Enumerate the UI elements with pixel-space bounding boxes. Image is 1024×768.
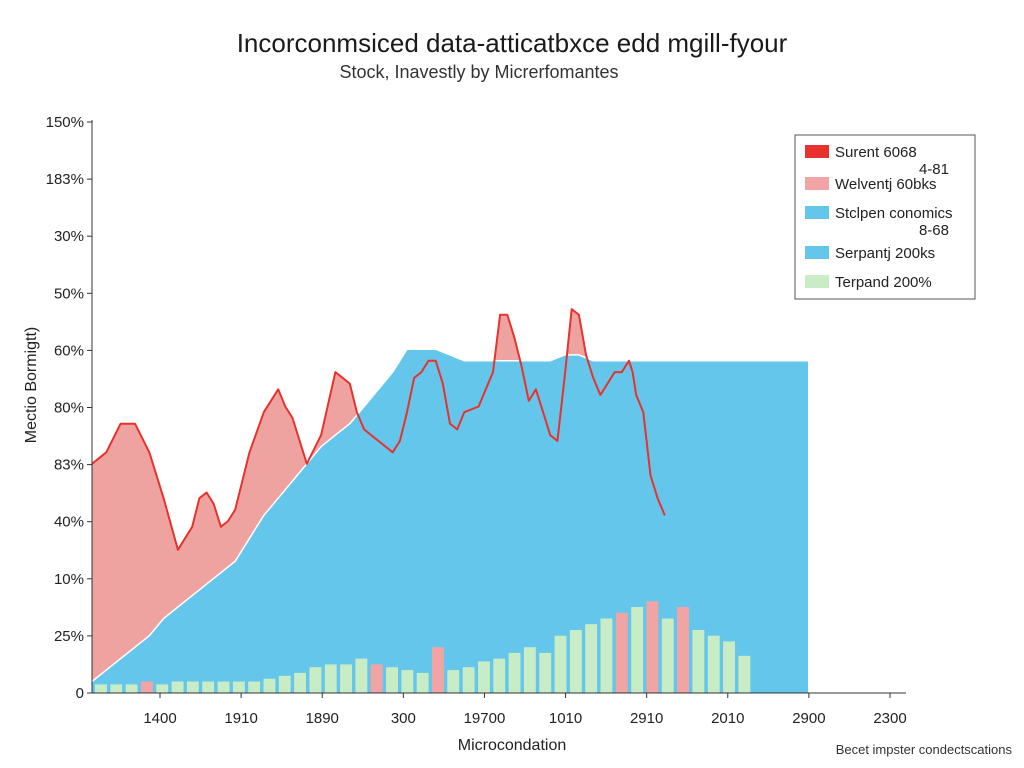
- legend-swatch: [805, 177, 829, 190]
- bar: [493, 658, 506, 693]
- x-tick-label: 300: [391, 710, 416, 727]
- bar: [355, 658, 368, 693]
- bar: [707, 635, 720, 693]
- bar: [386, 667, 398, 693]
- x-tick-label: 2010: [711, 710, 744, 727]
- tick-labels: 150% 183% 30% 50% 60% 80% 83% 40% 10% 25% 0 1400 191…: [46, 114, 907, 727]
- bar: [677, 607, 689, 693]
- y-tick-label: 60%: [54, 342, 84, 359]
- bar: [523, 647, 536, 693]
- bar: [294, 672, 306, 693]
- bar: [462, 667, 475, 693]
- footnote: Becet impster condectscations: [835, 742, 1012, 757]
- bar: [554, 635, 567, 693]
- bar: [340, 664, 352, 693]
- bar: [278, 675, 291, 693]
- y-tick-label: 80%: [54, 400, 84, 417]
- y-tick-label: 183%: [46, 171, 84, 188]
- bar: [324, 664, 337, 693]
- area-layer: [91, 308, 808, 693]
- legend-swatch: [805, 246, 829, 259]
- legend-swatch: [805, 206, 829, 219]
- legend-label: Surent 6068: [835, 144, 917, 161]
- bar: [309, 667, 322, 693]
- y-tick-label: 40%: [54, 514, 84, 531]
- series-line-surent: [91, 308, 666, 551]
- chart-subtitle: Stock, Inavestly by Micrerfomantes: [339, 62, 619, 82]
- bar: [125, 684, 138, 693]
- bar: [723, 641, 735, 693]
- x-tick-label: 1890: [306, 710, 339, 727]
- bar: [401, 670, 414, 693]
- bar: [478, 661, 490, 693]
- x-tick-label: 2910: [630, 710, 663, 727]
- x-tick-label: 2900: [792, 710, 825, 727]
- y-tick-label: 10%: [54, 571, 84, 588]
- bar: [615, 612, 628, 693]
- bar: [110, 684, 123, 693]
- bar: [646, 601, 659, 693]
- legend-label: Serpantj 200ks: [835, 245, 935, 262]
- x-tick-label: 1010: [549, 710, 582, 727]
- y-tick-label: 0: [76, 685, 84, 702]
- bar: [432, 647, 444, 693]
- legend-swatch: [805, 145, 829, 158]
- legend-sublabel: 8-68: [919, 222, 949, 239]
- bar: [171, 681, 184, 693]
- legend-label: Terpand 200%: [835, 274, 932, 291]
- bar: [600, 618, 613, 693]
- x-axis-label: Microcondation: [458, 737, 567, 754]
- y-axis-label: Mectio Bormigtt): [23, 327, 40, 443]
- bar: [416, 672, 429, 693]
- legend-swatch: [805, 275, 829, 288]
- bar: [232, 681, 245, 693]
- area-stclpen-fill: [92, 349, 808, 693]
- bar: [539, 652, 552, 693]
- bar: [95, 684, 107, 693]
- bar: [156, 684, 169, 693]
- bar: [186, 681, 199, 693]
- bar: [661, 618, 674, 693]
- bar: [508, 652, 521, 693]
- x-tick-label: 19700: [464, 710, 506, 727]
- bar: [141, 681, 153, 693]
- y-tick-label: 50%: [54, 285, 84, 302]
- x-tick-label: 2300: [873, 710, 906, 727]
- bar: [263, 678, 276, 693]
- bar: [692, 630, 705, 693]
- legend-label: Stclpen conomics: [835, 205, 953, 222]
- legend-label: Welventj 60bks: [835, 176, 936, 193]
- chart-title: Incorconmsiced data-atticatbxce edd mgil…: [236, 28, 788, 58]
- x-tick-label: 1910: [224, 710, 257, 727]
- bar: [631, 607, 644, 693]
- bar: [370, 664, 383, 693]
- bar: [738, 655, 751, 693]
- bar: [447, 670, 460, 693]
- y-tick-label: 150%: [46, 114, 84, 131]
- axes: [91, 120, 906, 694]
- y-tick-label: 25%: [54, 628, 84, 645]
- bar: [585, 624, 598, 693]
- bar: [569, 630, 582, 693]
- bar-layer: [95, 601, 751, 693]
- legend-sublabel: 4-81: [919, 161, 949, 178]
- y-tick-label: 83%: [54, 457, 84, 474]
- series-line-stclpen: [92, 348, 808, 683]
- y-tick-label: 30%: [54, 228, 84, 245]
- bar: [217, 681, 230, 693]
- bar: [248, 681, 261, 693]
- bar: [202, 681, 215, 693]
- x-tick-label: 1400: [143, 710, 176, 727]
